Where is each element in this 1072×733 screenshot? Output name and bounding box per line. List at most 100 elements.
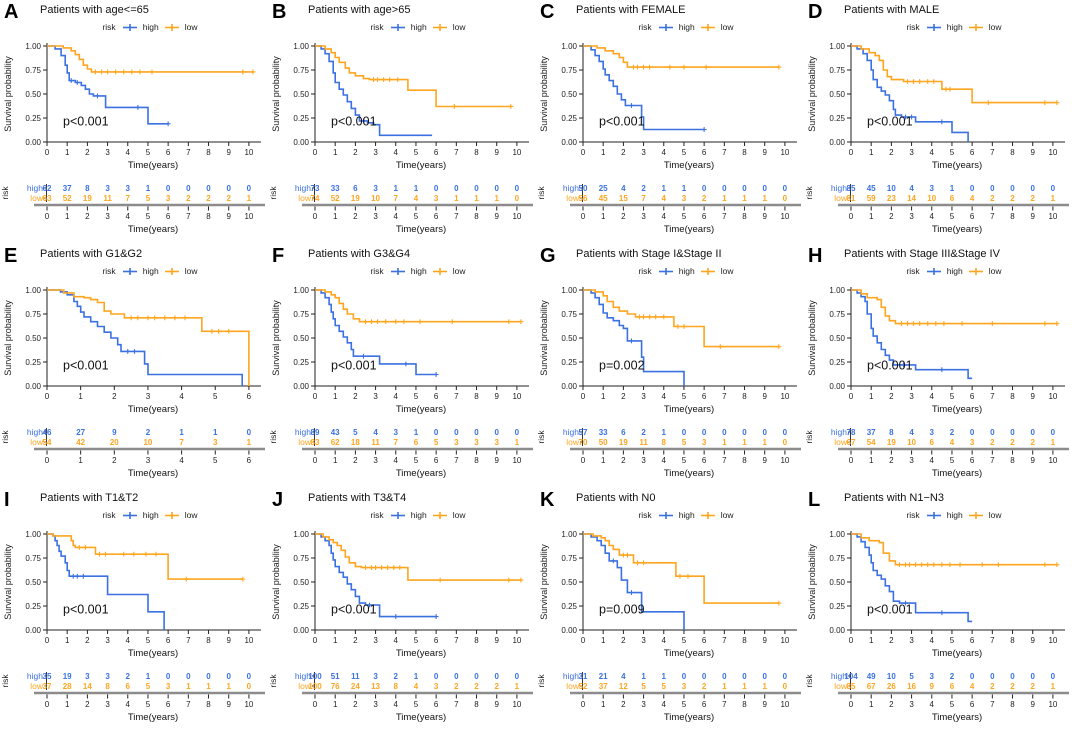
censor-plus-icon bbox=[1042, 100, 1048, 106]
x-tick-label: 6 bbox=[166, 636, 171, 645]
censor-plus-icon bbox=[383, 319, 389, 325]
risk-x-tick-label: 2 bbox=[889, 456, 894, 465]
x-tick-label: 7 bbox=[454, 636, 459, 645]
y-tick-label: 1.00 bbox=[829, 530, 845, 539]
censor-plus-icon bbox=[135, 315, 141, 321]
censor-plus-icon bbox=[363, 565, 368, 570]
risk-count-low: 52 bbox=[63, 194, 72, 203]
y-tick-label: 0.50 bbox=[25, 90, 41, 99]
x-tick-label: 10 bbox=[780, 392, 789, 401]
risk-row-high-label: high bbox=[27, 427, 43, 437]
censor-plus-icon bbox=[165, 121, 171, 127]
y-tick-label: 0.50 bbox=[25, 578, 41, 587]
risk-count-low: 5 bbox=[434, 438, 439, 447]
risk-table: risk highlow89834362518411371605030303010… bbox=[268, 427, 533, 479]
censor-plus-icon bbox=[68, 78, 74, 83]
risk-count-low: 2 bbox=[1030, 194, 1035, 203]
censor-plus-icon bbox=[901, 362, 906, 368]
risk-x-tick-label: 10 bbox=[780, 212, 789, 221]
legend-low-label: low bbox=[988, 266, 1002, 276]
legend-low-label: low bbox=[988, 510, 1002, 520]
x-tick-label: 3 bbox=[105, 148, 110, 157]
x-tick-label: 3 bbox=[641, 392, 646, 401]
censor-plus-icon bbox=[240, 69, 246, 75]
risk-x-tick-label: 1 bbox=[601, 212, 606, 221]
risk-table-side-label: risk bbox=[536, 186, 546, 200]
x-tick-label: 7 bbox=[722, 148, 727, 157]
risk-count-low: 3 bbox=[474, 438, 479, 447]
risk-count-high: 0 bbox=[494, 184, 499, 193]
y-tick-label: 1.00 bbox=[561, 42, 577, 51]
km-curve-low bbox=[47, 45, 253, 73]
risk-x-tick-label: 6 bbox=[702, 456, 707, 465]
censor-plus-icon bbox=[635, 64, 640, 70]
censor-plus-icon bbox=[135, 105, 141, 110]
risk-count-low: 1 bbox=[1051, 682, 1056, 691]
x-tick-label: 8 bbox=[1010, 636, 1015, 645]
risk-x-tick-label: 5 bbox=[414, 456, 419, 465]
legend-low-marker-icon bbox=[164, 267, 179, 275]
risk-x-tick-label: 1 bbox=[601, 456, 606, 465]
censor-plus-icon bbox=[105, 69, 110, 75]
censor-plus-icon bbox=[925, 321, 931, 326]
censor-plus-icon bbox=[919, 562, 925, 568]
risk-count-low: 2 bbox=[186, 194, 191, 203]
censor-plus-icon bbox=[95, 93, 100, 99]
censor-plus-icon bbox=[506, 319, 512, 325]
x-tick-label: 4 bbox=[179, 392, 184, 401]
risk-x-tick-label: 4 bbox=[930, 700, 935, 709]
risk-count-high: 50 bbox=[579, 184, 588, 193]
x-tick-label: 5 bbox=[682, 148, 687, 157]
risk-x-tick-label: 5 bbox=[682, 456, 687, 465]
y-tick-label: 0.00 bbox=[829, 138, 845, 147]
km-curve-low bbox=[851, 289, 1057, 325]
y-axis-label: Survival probability bbox=[271, 544, 281, 620]
censor-plus-icon bbox=[933, 321, 939, 326]
censor-plus-icon bbox=[121, 69, 127, 75]
x-tick-label: 5 bbox=[950, 392, 955, 401]
risk-count-high: 4 bbox=[621, 672, 626, 681]
risk-count-high: 8 bbox=[889, 428, 894, 437]
survival-plot: 1.00 0.75 0.50 0.25 0.00 Survival probability… bbox=[3, 530, 261, 659]
y-tick-label: 0.75 bbox=[25, 554, 41, 563]
risk-count-high: 0 bbox=[434, 672, 439, 681]
risk-row-low-label: low bbox=[566, 681, 580, 691]
risk-row-low-label: low bbox=[298, 193, 312, 203]
y-tick-label: 0.25 bbox=[561, 114, 577, 123]
risk-count-high: 3 bbox=[85, 672, 90, 681]
survival-plot: 1.00 0.75 0.50 0.25 0.00 Survival probability… bbox=[271, 42, 529, 171]
x-tick-label: 0 bbox=[849, 148, 854, 157]
risk-count-low: 1 bbox=[515, 682, 520, 691]
x-tick-label: 10 bbox=[780, 148, 789, 157]
p-value-label: p<0.001 bbox=[63, 115, 109, 129]
x-tick-label: 10 bbox=[1048, 148, 1057, 157]
risk-count-low: 76 bbox=[331, 682, 340, 691]
censor-plus-icon bbox=[375, 77, 380, 82]
risk-count-high: 0 bbox=[474, 672, 479, 681]
x-tick-label: 2 bbox=[85, 636, 90, 645]
legend-risk-label: risk bbox=[370, 22, 384, 32]
risk-x-tick-label: 7 bbox=[990, 456, 995, 465]
p-value-label: p<0.001 bbox=[867, 359, 913, 373]
risk-x-tick-label: 5 bbox=[146, 212, 151, 221]
legend-low-label: low bbox=[988, 22, 1002, 32]
x-tick-label: 3 bbox=[105, 636, 110, 645]
y-axis-label: Survival probability bbox=[807, 544, 817, 620]
panel-letter: I bbox=[4, 489, 10, 511]
risk-count-low: 5 bbox=[146, 682, 151, 691]
risk-count-low: 1 bbox=[186, 682, 191, 691]
risk-count-low: 37 bbox=[43, 682, 52, 691]
risk-x-axis-label: Time(years) bbox=[932, 712, 982, 723]
risk-row-high-label: high bbox=[831, 183, 847, 193]
panel-letter: J bbox=[272, 489, 284, 511]
censor-plus-icon bbox=[917, 321, 923, 326]
p-value-label: p<0.001 bbox=[331, 603, 377, 617]
panel-letter: A bbox=[4, 1, 19, 23]
legend-low-label: low bbox=[720, 266, 734, 276]
risk-count-low: 67 bbox=[847, 438, 856, 447]
risk-x-tick-label: 2 bbox=[85, 700, 90, 709]
risk-count-low: 3 bbox=[166, 194, 171, 203]
risk-count-low: 0 bbox=[783, 682, 788, 691]
censor-plus-icon bbox=[387, 77, 393, 82]
censor-plus-icon bbox=[226, 328, 232, 334]
